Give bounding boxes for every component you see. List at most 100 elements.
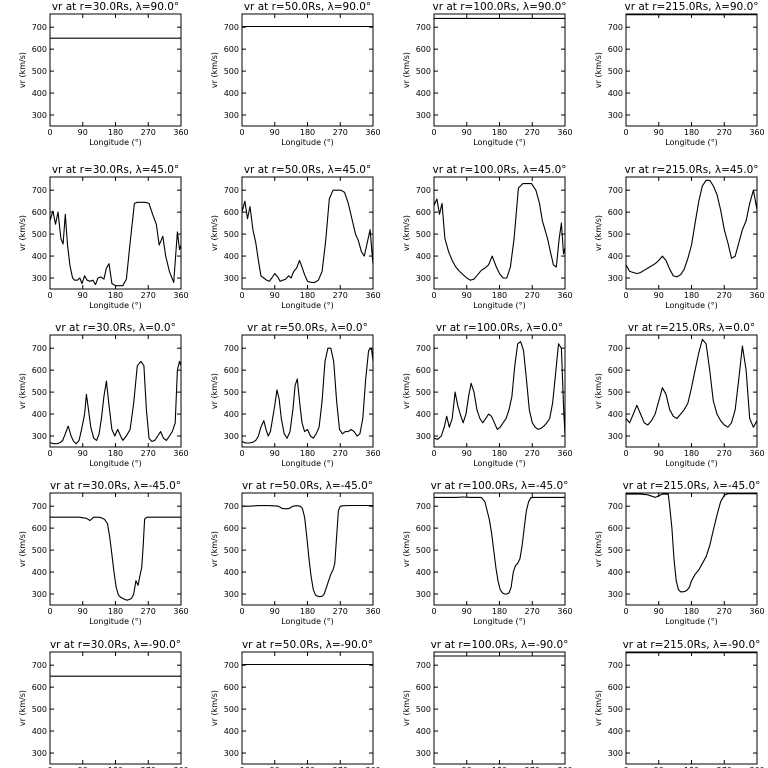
panel-title: vr at r=215.0Rs, λ=0.0° (628, 322, 755, 334)
y-tick-label: 300 (32, 111, 47, 120)
y-axis-label: vr (km/s) (594, 215, 603, 251)
x-tick-label: 180 (108, 607, 123, 616)
y-tick-label: 700 (416, 23, 431, 32)
y-tick-label: 700 (608, 502, 623, 511)
y-tick-label: 600 (608, 45, 623, 54)
y-tick-label: 700 (224, 661, 239, 670)
x-tick-label: 90 (270, 128, 280, 137)
x-tick-label: 180 (108, 449, 123, 458)
x-tick-label: 0 (623, 766, 628, 768)
y-tick-label: 400 (416, 252, 431, 261)
x-tick-label: 90 (654, 766, 664, 768)
panel-r2-c3: vr at r=215.0Rs, λ=0.0° 0 90 180 270 360 300 40… (594, 322, 765, 468)
x-tick-label: 0 (431, 449, 436, 458)
x-tick-label: 360 (173, 449, 188, 458)
y-tick-label: 300 (608, 590, 623, 599)
y-tick-label: 700 (608, 23, 623, 32)
x-tick-label: 270 (525, 449, 540, 458)
y-tick-label: 600 (32, 208, 47, 217)
plot-frame (49, 13, 182, 127)
y-axis-label: vr (km/s) (210, 373, 219, 409)
y-tick-label: 300 (416, 590, 431, 599)
x-axis-label: Longitude (°) (89, 138, 142, 147)
x-axis-label: Longitude (°) (473, 138, 526, 147)
y-tick-label: 300 (608, 749, 623, 758)
x-tick-label: 90 (654, 291, 664, 300)
panel-title: vr at r=30.0Rs, λ=-90.0° (50, 639, 181, 651)
y-tick-label: 600 (224, 524, 239, 533)
x-tick-label: 180 (108, 766, 123, 768)
y-tick-label: 500 (32, 230, 47, 239)
x-tick-label: 270 (141, 607, 156, 616)
y-axis-label: vr (km/s) (18, 531, 27, 567)
x-tick-label: 360 (749, 291, 764, 300)
x-tick-label: 90 (462, 128, 472, 137)
y-tick-label: 600 (416, 366, 431, 375)
y-axis-label: vr (km/s) (402, 373, 411, 409)
y-tick-label: 500 (32, 705, 47, 714)
y-tick-label: 700 (32, 502, 47, 511)
y-tick-label: 300 (224, 274, 239, 283)
panel-title: vr at r=50.0Rs, λ=0.0° (247, 322, 368, 334)
x-tick-label: 360 (173, 607, 188, 616)
y-tick-label: 500 (608, 705, 623, 714)
plot-frame (433, 334, 566, 448)
x-axis-label: Longitude (°) (665, 459, 718, 468)
panel-r4-c3: vr at r=215.0Rs, λ=-90.0° 0 90 180 270 360 300… (594, 639, 765, 768)
plot-frame (433, 651, 566, 765)
y-tick-label: 300 (416, 749, 431, 758)
y-axis-label: vr (km/s) (594, 52, 603, 88)
y-axis-label: vr (km/s) (210, 52, 219, 88)
x-tick-label: 90 (78, 607, 88, 616)
y-tick-label: 600 (32, 524, 47, 533)
panel-r3-c3: vr at r=215.0Rs, λ=-45.0° 0 90 180 270 360 300… (594, 480, 765, 626)
series-line (50, 516, 181, 601)
x-tick-label: 90 (270, 449, 280, 458)
series-line (625, 338, 758, 428)
y-axis-label: vr (km/s) (402, 215, 411, 251)
plot-frame (241, 13, 374, 127)
series-line (49, 201, 182, 287)
x-tick-label: 0 (47, 291, 52, 300)
series-line (433, 341, 566, 440)
y-tick-label: 500 (416, 388, 431, 397)
x-tick-label: 360 (749, 607, 764, 616)
y-tick-label: 500 (224, 230, 239, 239)
series-line (434, 496, 565, 595)
panel-r3-c1: vr at r=50.0Rs, λ=-45.0° 0 90 180 270 360 300 4… (210, 480, 381, 626)
panel-title: vr at r=100.0Rs, λ=-90.0° (431, 639, 569, 651)
series-line (625, 179, 758, 278)
x-tick-label: 360 (173, 291, 188, 300)
x-axis-label: Longitude (°) (89, 459, 142, 468)
y-axis-label: vr (km/s) (402, 531, 411, 567)
panel-r4-c2: vr at r=100.0Rs, λ=-90.0° 0 90 180 270 360 300… (402, 639, 573, 768)
y-tick-label: 700 (608, 186, 623, 195)
x-tick-label: 90 (462, 607, 472, 616)
y-tick-label: 300 (32, 432, 47, 441)
panel-title: vr at r=50.0Rs, λ=90.0° (244, 1, 371, 13)
x-tick-label: 180 (684, 607, 699, 616)
plot-frame (49, 176, 182, 290)
x-axis-label: Longitude (°) (281, 617, 334, 626)
x-tick-label: 360 (557, 128, 572, 137)
y-tick-label: 400 (32, 89, 47, 98)
x-tick-label: 360 (557, 766, 572, 768)
panel-title: vr at r=50.0Rs, λ=45.0° (244, 164, 371, 176)
y-tick-label: 400 (416, 410, 431, 419)
y-tick-label: 300 (32, 274, 47, 283)
panel-title: vr at r=100.0Rs, λ=45.0° (432, 164, 566, 176)
x-tick-label: 270 (525, 607, 540, 616)
x-tick-label: 0 (239, 291, 244, 300)
x-tick-label: 270 (717, 449, 732, 458)
plot-frame (241, 651, 374, 765)
panel-title: vr at r=50.0Rs, λ=-45.0° (242, 480, 373, 492)
panel-r2-c1: vr at r=50.0Rs, λ=0.0° 0 90 180 270 360 300 400… (210, 322, 381, 468)
y-tick-label: 600 (608, 524, 623, 533)
series-line (241, 347, 374, 444)
x-tick-label: 0 (47, 449, 52, 458)
x-tick-label: 270 (525, 766, 540, 768)
x-tick-label: 360 (749, 128, 764, 137)
plot-frame (433, 13, 566, 127)
x-tick-label: 0 (623, 128, 628, 137)
x-axis-label: Longitude (°) (89, 617, 142, 626)
